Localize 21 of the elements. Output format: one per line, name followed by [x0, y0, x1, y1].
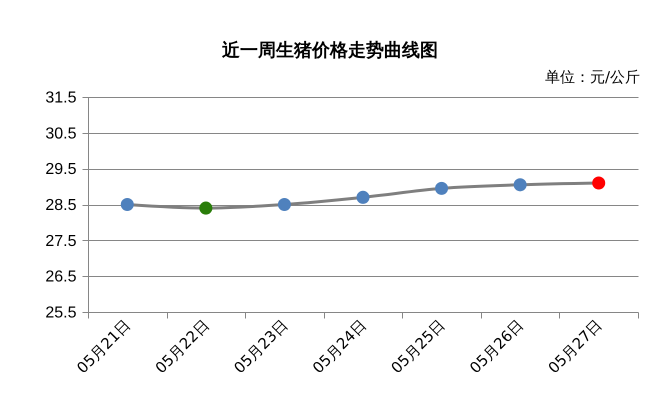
- point: [278, 198, 291, 212]
- point: [592, 176, 606, 190]
- y-tick-label: 30.5: [45, 125, 77, 142]
- point: [514, 178, 527, 192]
- text: 单位：元/公斤: [544, 68, 640, 86]
- x-tick-label: 05月23日: [230, 316, 292, 378]
- y-tick-label: 28.5: [45, 197, 77, 214]
- y-tick-label: 31.5: [45, 90, 77, 106]
- point: [356, 190, 370, 204]
- point: [435, 182, 448, 195]
- x-tick-label: 05月25日: [387, 316, 448, 378]
- y-tick-label: 27.5: [45, 232, 77, 250]
- x-tick-label: 05月27日: [544, 316, 606, 378]
- point: [199, 202, 212, 215]
- y-tick-label: 29.5: [45, 161, 77, 178]
- chart-title: 近一周生猪价格走势曲线图: [221, 40, 438, 61]
- point: [120, 198, 134, 212]
- x-tick-label: 05月22日: [152, 316, 213, 378]
- x-tick-label: 05月24日: [308, 316, 370, 378]
- x-tick-label: 05月26日: [466, 316, 528, 378]
- y-tick-label: 26.5: [45, 268, 77, 286]
